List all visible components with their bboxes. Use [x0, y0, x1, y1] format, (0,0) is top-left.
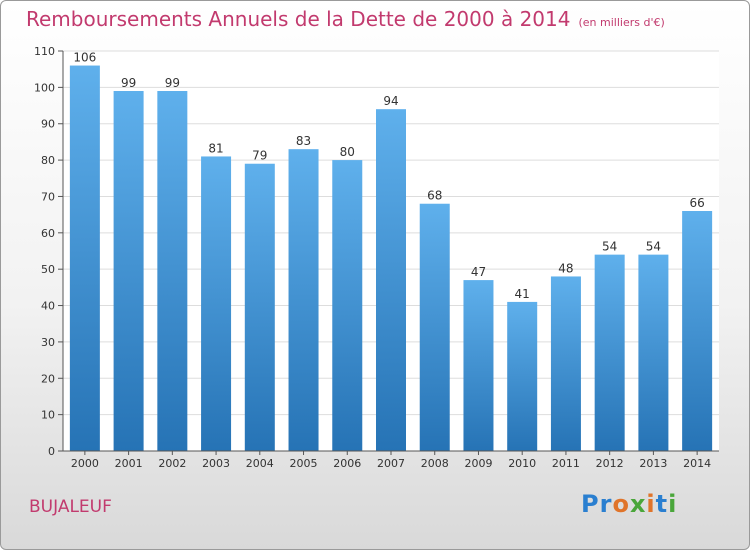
bar-2006	[332, 160, 363, 451]
x-tick-label-2005: 2005	[290, 457, 318, 470]
data-label-2012: 54	[602, 240, 617, 254]
data-label-2004: 79	[252, 149, 267, 163]
bar-2005	[288, 149, 319, 451]
x-tick-label-2008: 2008	[421, 457, 449, 470]
x-tick-label-2006: 2006	[333, 457, 361, 470]
bar-2004	[244, 163, 275, 451]
axes	[62, 51, 719, 452]
logo-letter: i	[646, 490, 656, 518]
x-axis-ticks: 2000 2001 2002 2003 2004 2005 2006 2007 2008 2009…	[71, 451, 711, 470]
y-tick-label: 0	[48, 445, 55, 458]
y-tick-label: 10	[41, 409, 55, 422]
logo-letter: o	[612, 490, 630, 518]
x-tick-label-2011: 2011	[552, 457, 580, 470]
bar-2000	[69, 65, 100, 451]
y-tick-label: 110	[34, 45, 55, 58]
y-tick-label: 90	[41, 118, 55, 131]
data-label-2009: 47	[471, 265, 486, 279]
y-tick-label: 60	[41, 227, 55, 240]
y-tick-label: 70	[41, 190, 55, 203]
bar-2001	[113, 91, 144, 451]
bar-2008	[419, 203, 450, 451]
bar-2014	[682, 211, 713, 451]
bar-2011	[550, 276, 581, 451]
x-tick-label-2014: 2014	[683, 457, 711, 470]
x-tick-label-2000: 2000	[71, 457, 99, 470]
data-label-2003: 81	[208, 141, 223, 155]
logo-letter: P	[581, 490, 600, 518]
bar-2002	[157, 91, 188, 451]
y-tick-label: 30	[41, 336, 55, 349]
x-tick-label-2001: 2001	[115, 457, 143, 470]
commune-name: BUJALEUF	[29, 497, 112, 517]
bar-2012	[594, 254, 625, 451]
y-tick-label: 80	[41, 154, 55, 167]
y-axis-ticks: 0 10 20 30 40 50 60 70 80 90 100 110	[34, 45, 63, 458]
data-label-2011: 48	[558, 261, 573, 275]
x-tick-label-2013: 2013	[639, 457, 667, 470]
data-label-2008: 68	[427, 189, 442, 203]
data-label-2000: 106	[73, 51, 96, 65]
logo-letter: t	[655, 490, 669, 518]
chart-subtitle: (en milliers d'€)	[578, 16, 665, 29]
y-tick-label: 40	[41, 300, 55, 313]
proxiti-logo: Proxiti	[581, 490, 677, 518]
chart-title: Remboursements Annuels de la Dette de 20…	[26, 7, 665, 31]
data-label-2001: 99	[121, 76, 136, 90]
bar-2013	[638, 254, 669, 451]
data-label-2014: 66	[689, 196, 704, 210]
bar-2007	[376, 109, 406, 451]
data-label-2006: 80	[340, 145, 355, 159]
x-tick-label-2012: 2012	[596, 457, 624, 470]
x-tick-label-2009: 2009	[464, 457, 492, 470]
logo-letter: r	[599, 490, 613, 518]
data-labels: 106 99 99 81 79 83 80 94 68 47 41 48 54 54 66	[73, 51, 704, 301]
logo-letter: x	[629, 490, 647, 518]
data-label-2007: 94	[383, 94, 398, 108]
bar-2010	[507, 301, 538, 451]
chart-title-text: Remboursements Annuels de la Dette de 20…	[26, 7, 571, 31]
x-tick-label-2010: 2010	[508, 457, 536, 470]
data-label-2013: 54	[646, 240, 661, 254]
x-tick-label-2004: 2004	[246, 457, 274, 470]
bar-2003	[201, 156, 232, 452]
y-tick-label: 100	[34, 81, 55, 94]
y-tick-label: 50	[41, 263, 55, 276]
logo-letter: i	[668, 490, 678, 518]
x-tick-label-2002: 2002	[158, 457, 186, 470]
data-label-2005: 83	[296, 134, 311, 148]
y-tick-label: 20	[41, 372, 55, 385]
x-tick-label-2007: 2007	[377, 457, 405, 470]
x-tick-label-2003: 2003	[202, 457, 230, 470]
bars	[69, 65, 713, 452]
data-label-2010: 41	[515, 287, 530, 301]
data-label-2002: 99	[165, 76, 180, 90]
bar-2009	[463, 280, 494, 451]
